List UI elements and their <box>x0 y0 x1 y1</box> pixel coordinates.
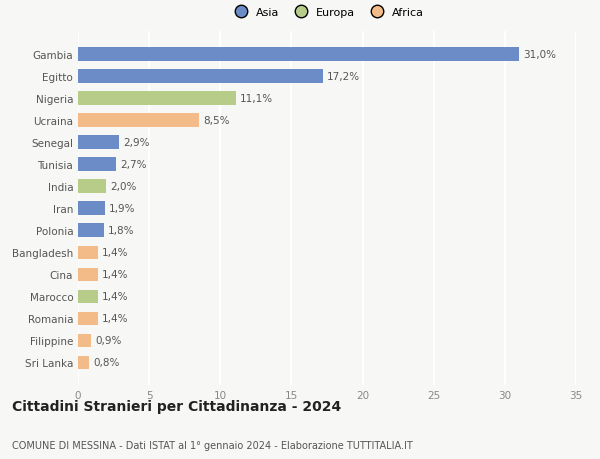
Text: 2,0%: 2,0% <box>111 182 137 192</box>
Bar <box>78 334 91 347</box>
Text: 1,4%: 1,4% <box>102 292 128 302</box>
Text: 2,9%: 2,9% <box>124 138 150 148</box>
Text: 2,7%: 2,7% <box>121 160 147 170</box>
Bar <box>78 70 323 84</box>
Text: 1,4%: 1,4% <box>102 270 128 280</box>
Text: 0,8%: 0,8% <box>94 358 120 368</box>
Text: 1,4%: 1,4% <box>102 248 128 258</box>
Bar <box>78 48 519 62</box>
Text: 11,1%: 11,1% <box>240 94 274 104</box>
Text: 31,0%: 31,0% <box>523 50 556 60</box>
Text: Cittadini Stranieri per Cittadinanza - 2024: Cittadini Stranieri per Cittadinanza - 2… <box>12 399 341 413</box>
Bar <box>78 224 104 238</box>
Bar <box>78 180 106 194</box>
Bar <box>78 92 236 106</box>
Text: 1,8%: 1,8% <box>108 226 134 236</box>
Bar <box>78 290 98 303</box>
Text: 1,9%: 1,9% <box>109 204 136 214</box>
Bar <box>78 356 89 369</box>
Text: 0,9%: 0,9% <box>95 336 121 346</box>
Bar <box>78 268 98 281</box>
Bar <box>78 136 119 150</box>
Bar <box>78 114 199 128</box>
Bar <box>78 158 116 172</box>
Text: COMUNE DI MESSINA - Dati ISTAT al 1° gennaio 2024 - Elaborazione TUTTITALIA.IT: COMUNE DI MESSINA - Dati ISTAT al 1° gen… <box>12 440 413 450</box>
Bar <box>78 312 98 325</box>
Legend: Asia, Europa, Africa: Asia, Europa, Africa <box>228 6 426 20</box>
Bar <box>78 202 105 216</box>
Text: 1,4%: 1,4% <box>102 314 128 324</box>
Text: 8,5%: 8,5% <box>203 116 230 126</box>
Bar <box>78 246 98 260</box>
Text: 17,2%: 17,2% <box>327 72 360 82</box>
